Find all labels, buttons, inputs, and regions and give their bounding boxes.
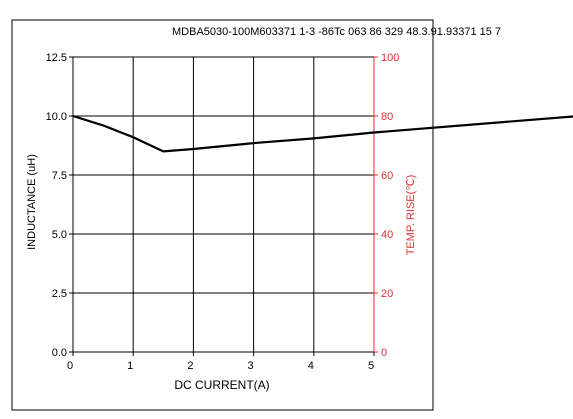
y-tick-label: 12.5: [46, 52, 67, 64]
y2-tick-label: 40: [381, 229, 393, 241]
y2-axis-label: TEMP. RISE(℃): [405, 175, 417, 256]
inductance-curve-line: [72, 114, 573, 153]
y-tick-label: 2.5: [52, 288, 67, 300]
chart-frame: [11, 19, 434, 411]
y-tick-label: 7.5: [52, 170, 67, 182]
y-tick-label: 0.0: [52, 347, 67, 359]
y2-tick-label: 60: [381, 170, 393, 182]
y-tick-label: 5.0: [52, 229, 67, 241]
x-tick-label: 2: [187, 360, 193, 372]
x-tick-label: 3: [248, 360, 254, 372]
grid: [73, 57, 374, 352]
series: [72, 114, 573, 153]
y-axis-label: INDUCTANCE (uH): [26, 154, 38, 250]
tick-labels: 0.0 2.5 5.0 7.5 10.0 12.5 0 20 40 60 80 100 0 1 2 3 4 5: [46, 52, 400, 372]
chart-header-text: MDBA5030-100M603371 1-3 -86Tc 063 86 329…: [172, 26, 501, 38]
x-tick-label: 5: [368, 360, 374, 372]
x-tick-label: 4: [308, 360, 314, 372]
axes: [69, 56, 378, 356]
y-tick-label: 10.0: [46, 111, 67, 123]
y2-tick-label: 0: [381, 347, 387, 359]
x-tick-label: 1: [127, 360, 133, 372]
y2-tick-label: 20: [381, 288, 393, 300]
y2-tick-label: 80: [381, 111, 393, 123]
y2-tick-label: 100: [381, 52, 399, 64]
x-axis-label: DC CURRENT(A): [174, 378, 269, 392]
x-tick-label: 0: [67, 360, 73, 372]
